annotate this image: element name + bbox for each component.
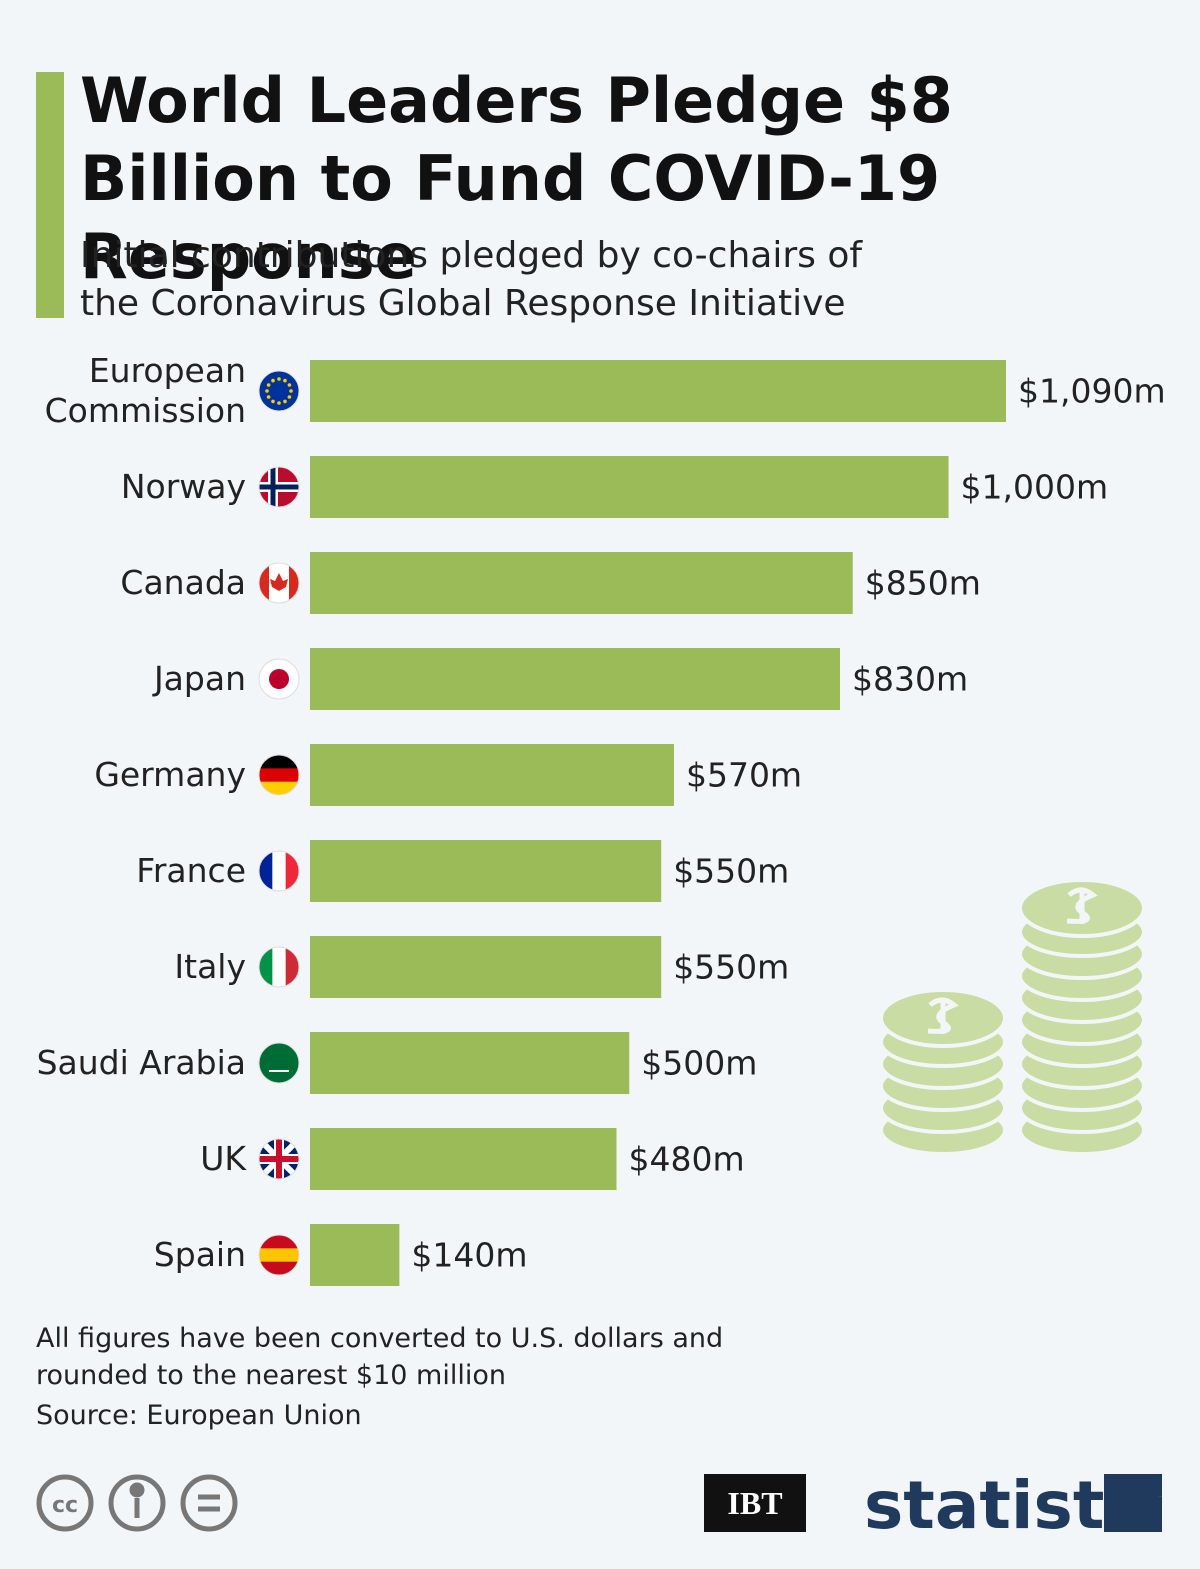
flag-part [259,1139,299,1179]
flag-icon [259,1235,299,1275]
value-label: $550m [673,851,790,891]
flag-part [266,395,271,399]
y-tick-label: UK [200,1139,246,1178]
value-label: $850m [864,563,981,603]
flag-part [259,768,299,783]
value-label: $570m [685,755,803,795]
flag-border [258,754,300,796]
flag-part [259,1043,299,1083]
flag-icon [259,851,299,891]
flag-part [270,573,288,591]
bar [310,936,662,998]
flag-border [258,946,300,988]
flag-part [283,378,287,383]
y-tick-label: Germany [94,755,246,794]
flag-border [258,466,300,508]
flag-icon [259,371,299,411]
y-tick-label: Norway [120,467,246,506]
flag-icon [259,659,299,699]
value-label: $550m [673,947,790,987]
flag-icon [259,467,299,507]
flag-part [272,947,287,987]
flag-part [287,383,292,387]
flag-part [285,947,299,987]
flag-part [259,851,274,891]
source: Source: European Union [36,1400,362,1431]
flag-border [258,850,300,892]
coins-illustration [879,878,1146,1156]
flag-icon [259,1043,299,1083]
bar [310,744,674,806]
value-label: $140m [411,1235,528,1275]
flag-icon [259,755,299,795]
flag-part [289,563,299,603]
bar [310,1128,617,1190]
chart-title: World Leaders Pledge $8 Billion to Fund … [80,64,953,293]
bar [310,456,949,518]
flag-part [259,947,274,987]
flag-part [283,399,287,404]
flag-part [287,395,292,399]
flag-part [259,755,299,770]
flag-part [259,467,299,507]
value-label: $500m [641,1043,758,1083]
flag-part [266,383,271,387]
flag-part [271,378,275,383]
y-tick-label: European Commission [44,351,246,430]
ibt-logo: IBT [727,1485,782,1521]
bar [310,360,1006,422]
y-tick-label: Japan [153,659,246,698]
flag-part [259,1235,299,1250]
flag-part [271,399,275,404]
accent-bar [36,72,64,318]
bar [310,648,840,710]
y-tick-label: Canada [120,563,246,602]
statista-icon [1104,1474,1162,1532]
y-tick-label: Italy [174,947,246,986]
y-tick-label: Saudi Arabia [36,1043,246,1082]
chart-subtitle: Initial contributions pledged by co-chai… [80,235,863,324]
flag-part [259,1248,299,1263]
flag-part [289,389,293,393]
flag-part [269,669,289,689]
flag-part [259,781,299,795]
flag-part [265,389,269,393]
flag-border [258,1042,300,1084]
note: All figures have been converted to U.S. … [36,1323,724,1391]
y-tick-label: Spain [153,1235,246,1274]
flag-border [258,1234,300,1276]
value-label: $830m [851,659,969,699]
bar [310,1032,630,1094]
value-label: $480m [628,1139,745,1179]
license-label: cc [52,1493,78,1518]
flag-border [258,370,300,412]
flag-border [258,562,300,604]
value-label: $1,000m [960,467,1109,507]
bar [310,1224,400,1286]
bar [310,840,662,902]
flag-part [277,401,281,405]
statista-logo: statista [864,1467,1149,1544]
flag-part [285,851,299,891]
flag-icon [259,1139,299,1179]
bar [310,552,853,614]
flag-part [272,851,287,891]
y-tick-label: France [136,851,246,890]
ibt-logo-box [704,1474,806,1532]
flag-icon [259,947,299,987]
flag-icon [259,563,299,603]
flag-border [258,1138,300,1180]
flag-part [277,377,281,381]
flag-part [259,563,269,603]
flag-border [258,658,300,700]
value-label: $1,090m [1018,371,1166,411]
flag-part [259,1261,299,1275]
license-icons [36,1474,238,1532]
